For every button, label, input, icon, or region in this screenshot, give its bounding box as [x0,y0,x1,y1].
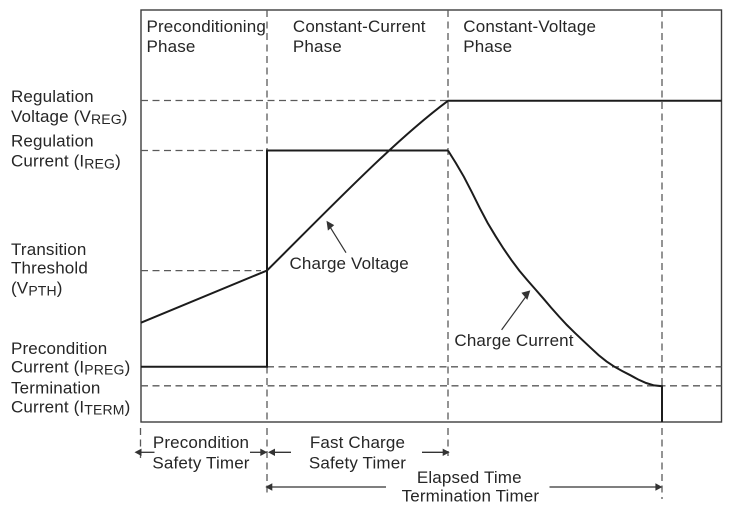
svg-text:Charge Current: Charge Current [454,331,573,350]
svg-text:Elapsed Time: Elapsed Time [417,468,522,487]
svg-text:Phase: Phase [293,37,342,56]
svg-text:Safety Timer: Safety Timer [309,454,406,473]
svg-text:Transition: Transition [11,240,87,259]
svg-text:Fast Charge: Fast Charge [310,433,405,452]
svg-text:Regulation: Regulation [11,87,94,106]
svg-text:Preconditioning: Preconditioning [147,17,266,36]
svg-text:Precondition: Precondition [153,433,249,452]
svg-text:Termination Timer: Termination Timer [402,486,540,505]
svg-text:Voltage (VREG): Voltage (VREG) [11,107,128,127]
svg-text:Constant-Voltage: Constant-Voltage [463,17,596,36]
svg-text:Current (IPREG): Current (IPREG) [11,358,130,378]
svg-text:Threshold: Threshold [11,259,88,278]
svg-text:Safety Timer: Safety Timer [152,454,249,473]
svg-text:Charge Voltage: Charge Voltage [290,254,409,273]
svg-text:Precondition: Precondition [11,339,107,358]
svg-text:Termination: Termination [11,379,101,398]
svg-text:Phase: Phase [463,37,512,56]
svg-text:Phase: Phase [147,37,196,56]
svg-text:Current (ITERM): Current (ITERM) [11,398,130,418]
svg-text:Regulation: Regulation [11,132,94,151]
svg-text:Constant-Current: Constant-Current [293,17,426,36]
svg-text:Current (IREG): Current (IREG) [11,152,121,172]
svg-text:(VPTH): (VPTH) [11,279,63,299]
